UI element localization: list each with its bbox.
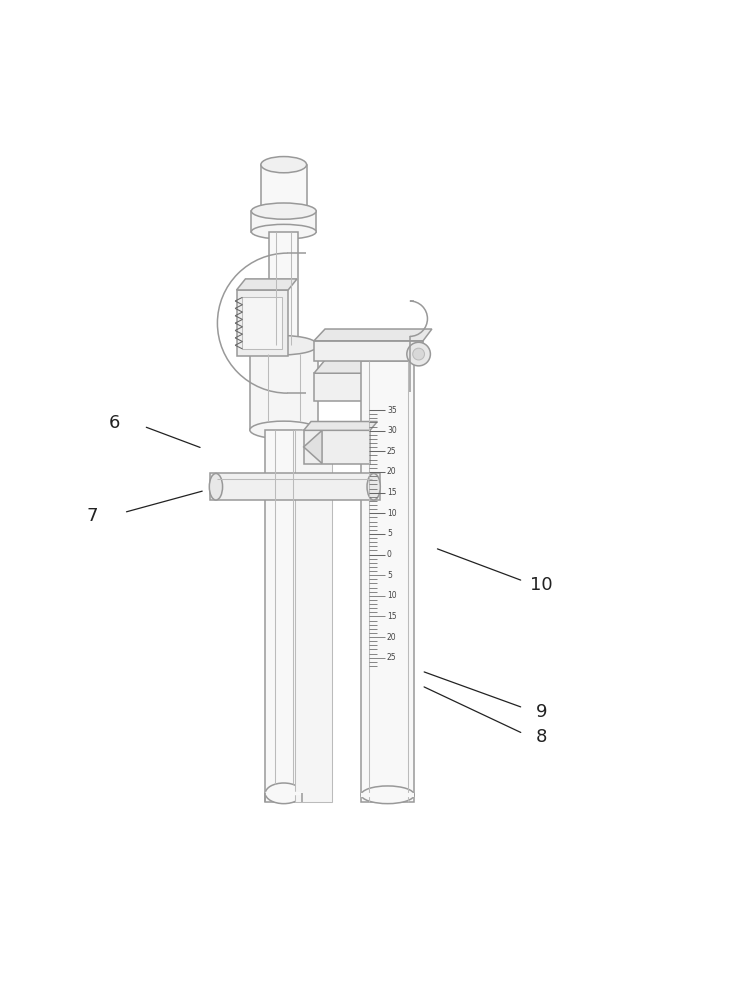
Polygon shape (314, 360, 402, 373)
Text: 5: 5 (387, 571, 392, 580)
Bar (261, 165, 307, 211)
Bar (250, 345, 318, 430)
Text: 10: 10 (387, 509, 397, 518)
Text: 20: 20 (387, 633, 397, 642)
Bar (304, 430, 370, 464)
Bar (251, 211, 316, 232)
Text: 25: 25 (387, 447, 397, 456)
Text: 15: 15 (387, 612, 397, 621)
Text: 30: 30 (387, 426, 397, 435)
Ellipse shape (367, 473, 380, 500)
Polygon shape (314, 329, 432, 341)
Text: 10: 10 (531, 576, 553, 594)
Ellipse shape (361, 786, 414, 804)
Text: 5: 5 (387, 529, 392, 538)
Text: 10: 10 (387, 591, 397, 600)
Text: 20: 20 (387, 467, 397, 476)
Text: 0: 0 (387, 550, 392, 559)
Ellipse shape (261, 204, 307, 218)
Bar (361, 361, 414, 802)
Ellipse shape (251, 224, 316, 239)
Polygon shape (237, 279, 297, 290)
Bar (237, 290, 288, 356)
Ellipse shape (251, 203, 316, 219)
Bar (242, 297, 282, 349)
Text: 15: 15 (387, 488, 397, 497)
Polygon shape (304, 422, 377, 430)
Ellipse shape (250, 421, 318, 439)
Polygon shape (304, 430, 322, 464)
Ellipse shape (250, 336, 318, 355)
Text: 35: 35 (387, 406, 397, 415)
Text: 7: 7 (86, 507, 98, 525)
Text: 25: 25 (387, 653, 397, 662)
Bar (314, 341, 423, 361)
Ellipse shape (265, 783, 302, 804)
Text: 6: 6 (108, 414, 120, 432)
Bar (295, 430, 332, 802)
Ellipse shape (261, 157, 307, 173)
Text: 8: 8 (536, 728, 548, 746)
Bar (314, 373, 391, 401)
Ellipse shape (209, 473, 223, 500)
Bar (265, 430, 302, 802)
Circle shape (413, 348, 425, 360)
Circle shape (407, 342, 430, 366)
Bar (210, 473, 380, 500)
Bar (269, 232, 298, 345)
Text: 9: 9 (536, 703, 548, 721)
